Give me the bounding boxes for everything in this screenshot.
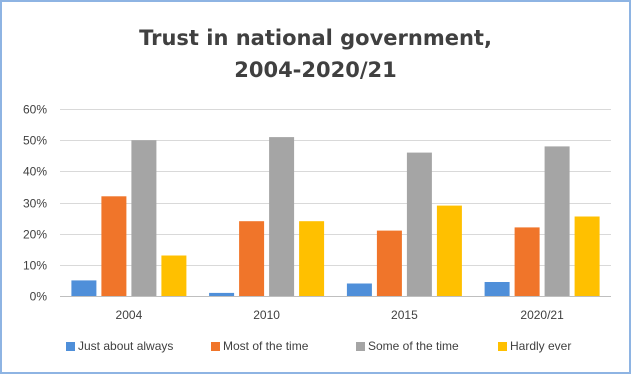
x-axis: 2004 2010 2015 2020/21 — [60, 296, 611, 322]
legend-label: Most of the time — [223, 339, 309, 353]
legend-label: Hardly ever — [510, 339, 571, 353]
x-tick-label: 2004 — [116, 308, 143, 322]
legend-label: Some of the time — [368, 339, 459, 353]
bar-hardly-ever-1 — [299, 221, 325, 296]
y-tick-label: 60% — [23, 103, 47, 117]
legend-item: Just about always — [66, 339, 173, 353]
legend-item: Some of the time — [356, 339, 459, 353]
bar-most-of-the-time-1 — [239, 221, 265, 296]
bar-some-of-the-time-0 — [131, 140, 157, 296]
bar-just-about-always-2 — [346, 283, 372, 296]
bar-hardly-ever-0 — [161, 255, 187, 296]
bar-hardly-ever-2 — [436, 205, 462, 296]
y-tick-label: 0% — [30, 290, 48, 304]
bar-most-of-the-time-3 — [514, 227, 540, 296]
bar-hardly-ever-3 — [574, 216, 600, 296]
x-tick-label: 2020/21 — [520, 308, 564, 322]
legend-item: Hardly ever — [498, 339, 571, 353]
chart-title-line-2: 2004-2020/21 — [234, 58, 397, 82]
legend-swatch — [211, 342, 220, 351]
y-axis: 0% 10% 20% 30% 40% 50% 60% — [23, 103, 47, 304]
bar-most-of-the-time-0 — [101, 196, 127, 296]
bar-some-of-the-time-3 — [544, 146, 570, 296]
bar-some-of-the-time-2 — [406, 152, 432, 296]
bar-just-about-always-1 — [209, 292, 235, 296]
legend-label: Just about always — [78, 339, 173, 353]
x-tick-label: 2015 — [391, 308, 418, 322]
legend-swatch — [66, 342, 75, 351]
y-tick-label: 40% — [23, 165, 47, 179]
bars — [71, 137, 600, 296]
legend-swatch — [498, 342, 507, 351]
bar-most-of-the-time-2 — [376, 230, 402, 296]
chart-title-line-1: Trust in national government, — [139, 26, 492, 50]
chart-title: Trust in national government, 2004-2020/… — [0, 22, 631, 86]
legend-swatch — [356, 342, 365, 351]
bar-some-of-the-time-1 — [269, 137, 295, 296]
x-tick-label: 2010 — [253, 308, 280, 322]
y-tick-label: 10% — [23, 259, 47, 273]
y-tick-label: 30% — [23, 197, 47, 211]
y-tick-label: 50% — [23, 134, 47, 148]
y-tick-label: 20% — [23, 228, 47, 242]
legend: Just about always Most of the time Some of… — [66, 339, 571, 353]
bar-just-about-always-3 — [484, 282, 510, 296]
bar-just-about-always-0 — [71, 280, 97, 296]
legend-item: Most of the time — [211, 339, 309, 353]
